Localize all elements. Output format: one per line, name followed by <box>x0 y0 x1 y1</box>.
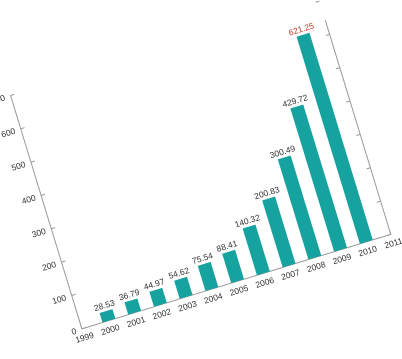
bar <box>124 298 142 315</box>
bar <box>222 249 245 284</box>
bar-value-label: 300.49 <box>269 143 297 160</box>
x-tick-label: 2002 <box>151 306 172 321</box>
bar <box>290 104 348 252</box>
y-tick-label: 100 <box>51 292 68 306</box>
y-tick-mark <box>10 93 15 96</box>
y-tick-mark-right <box>325 33 330 37</box>
x-tick-label: 2006 <box>254 275 275 290</box>
y-tick-mark <box>30 160 35 163</box>
y-tick-mark-right <box>335 67 340 70</box>
y-tick-mark-right <box>366 167 371 170</box>
x-tick-label: 2001 <box>125 314 146 329</box>
bar-value-label: 621.25 <box>287 20 315 37</box>
y-tick-mark <box>71 293 76 296</box>
y-tick-mark-right <box>376 200 381 203</box>
y-tick-label: 0 <box>70 326 78 337</box>
y-tick-mark <box>51 227 56 230</box>
y-tick-label: 700 <box>0 92 7 106</box>
y-tick-mark-right <box>346 100 351 103</box>
y-tick-label: 600 <box>0 126 17 140</box>
x-tick-mark <box>80 324 83 329</box>
x-tick-label: 1999 <box>74 330 95 345</box>
bar <box>197 261 219 292</box>
y-tick-mark <box>81 327 86 330</box>
x-tick-label: 2010 <box>357 243 378 258</box>
y-tick-mark <box>40 193 46 196</box>
bar <box>149 287 167 307</box>
x-tick-label: 2005 <box>228 283 249 298</box>
x-tick-label: 2000 <box>100 322 121 337</box>
y-tick-mark-right <box>315 0 320 3</box>
bar-value-label: 200.83 <box>253 184 281 201</box>
bar <box>242 224 270 276</box>
bar-value-label: 140.32 <box>233 212 261 229</box>
plot-frame <box>10 20 392 330</box>
x-tick-mark <box>389 230 392 235</box>
x-tick-label: 2003 <box>177 298 198 313</box>
bar <box>262 196 296 268</box>
x-tick-label: 2008 <box>306 259 327 274</box>
y-tick-label: 500 <box>10 159 27 173</box>
bar-value-label: 429.72 <box>281 92 309 109</box>
bar <box>296 32 373 244</box>
y-tick-mark <box>61 260 66 263</box>
y-tick-mark-right <box>356 133 361 137</box>
x-tick-label: 2007 <box>280 267 301 282</box>
y-tick-label: 300 <box>31 226 48 240</box>
y-tick-label: 400 <box>20 192 37 206</box>
bar <box>174 276 193 299</box>
y-tick-mark-right <box>386 233 391 237</box>
x-tick-label: 2004 <box>203 290 224 305</box>
y-tick-mark <box>20 127 25 130</box>
bar <box>99 309 116 323</box>
x-tick-label: 2011 <box>383 235 402 250</box>
y-tick-label: 200 <box>41 259 58 273</box>
x-tick-label: 2009 <box>331 251 352 266</box>
bar <box>277 155 322 260</box>
chart-plot: 0 100 200 300 400 500 600 700 1999 2000 2001 2002 20… <box>0 0 402 345</box>
